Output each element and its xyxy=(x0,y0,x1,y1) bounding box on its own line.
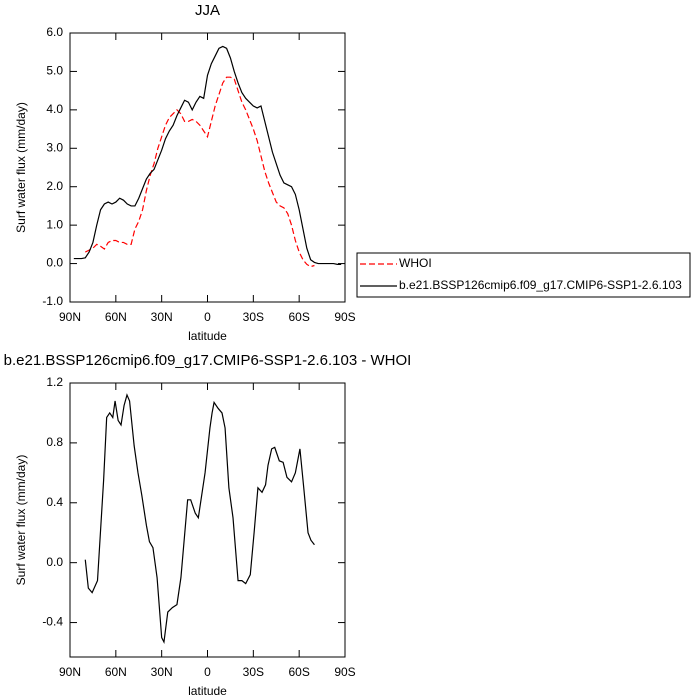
chart-title: b.e21.BSSP126cmip6.f09_g17.CMIP6-SSP1-2.… xyxy=(4,352,412,369)
legend-label: WHOI xyxy=(399,256,432,270)
legend-box xyxy=(356,252,691,298)
x-tick-label: 30N xyxy=(151,665,173,679)
x-tick-label: 60N xyxy=(105,665,127,679)
plot-frame xyxy=(69,32,346,303)
legend-label: b.e21.BSSP126cmip6.f09_g17.CMIP6-SSP1-2.… xyxy=(399,278,682,292)
y-tick-label: 1.0 xyxy=(46,217,63,231)
y-tick-label: 2.0 xyxy=(46,179,63,193)
x-axis-label: latitude xyxy=(188,329,227,343)
y-tick-label: 4.0 xyxy=(46,102,63,116)
y-tick-label: 0.8 xyxy=(46,435,63,449)
x-tick-label: 90S xyxy=(334,310,355,324)
y-tick-label: 0.0 xyxy=(46,256,63,270)
y-tick-label: -1.0 xyxy=(42,294,63,308)
y-tick-label: -0.4 xyxy=(42,615,63,629)
y-tick-label: 6.0 xyxy=(46,25,63,39)
x-tick-label: 0 xyxy=(204,310,211,324)
y-tick-label: 1.2 xyxy=(46,375,63,389)
panel: JJA Surf water flux (mm/day) latitude -1.0 0… xyxy=(14,2,356,343)
data-line xyxy=(85,76,315,268)
y-tick-label: 0.0 xyxy=(46,555,63,569)
x-tick-label: 90S xyxy=(334,665,355,679)
x-tick-label: 60S xyxy=(288,665,309,679)
chart-title: JJA xyxy=(195,2,220,19)
x-axis-label: latitude xyxy=(188,684,227,698)
plot-frame xyxy=(69,382,346,658)
x-tick-label: 60S xyxy=(288,310,309,324)
x-tick-label: 60N xyxy=(105,310,127,324)
x-tick-label: 90N xyxy=(59,665,81,679)
data-line xyxy=(73,45,342,265)
x-tick-label: 0 xyxy=(204,665,211,679)
x-tick-label: 30N xyxy=(151,310,173,324)
y-axis-label: Surf water flux (mm/day) xyxy=(14,102,28,233)
x-tick-label: 30S xyxy=(243,665,264,679)
data-line xyxy=(84,393,315,645)
x-tick-label: 90N xyxy=(59,310,81,324)
y-tick-label: 3.0 xyxy=(46,140,63,154)
panel: b.e21.BSSP126cmip6.f09_g17.CMIP6-SSP1-2.… xyxy=(4,352,412,698)
x-tick-label: 30S xyxy=(243,310,264,324)
legend: WHOI b.e21.BSSP126cmip6.f09_g17.CMIP6-SSP… xyxy=(356,252,691,298)
y-axis-label: Surf water flux (mm/day) xyxy=(14,455,28,586)
y-tick-label: 5.0 xyxy=(46,64,63,78)
y-tick-label: 0.4 xyxy=(46,495,63,509)
